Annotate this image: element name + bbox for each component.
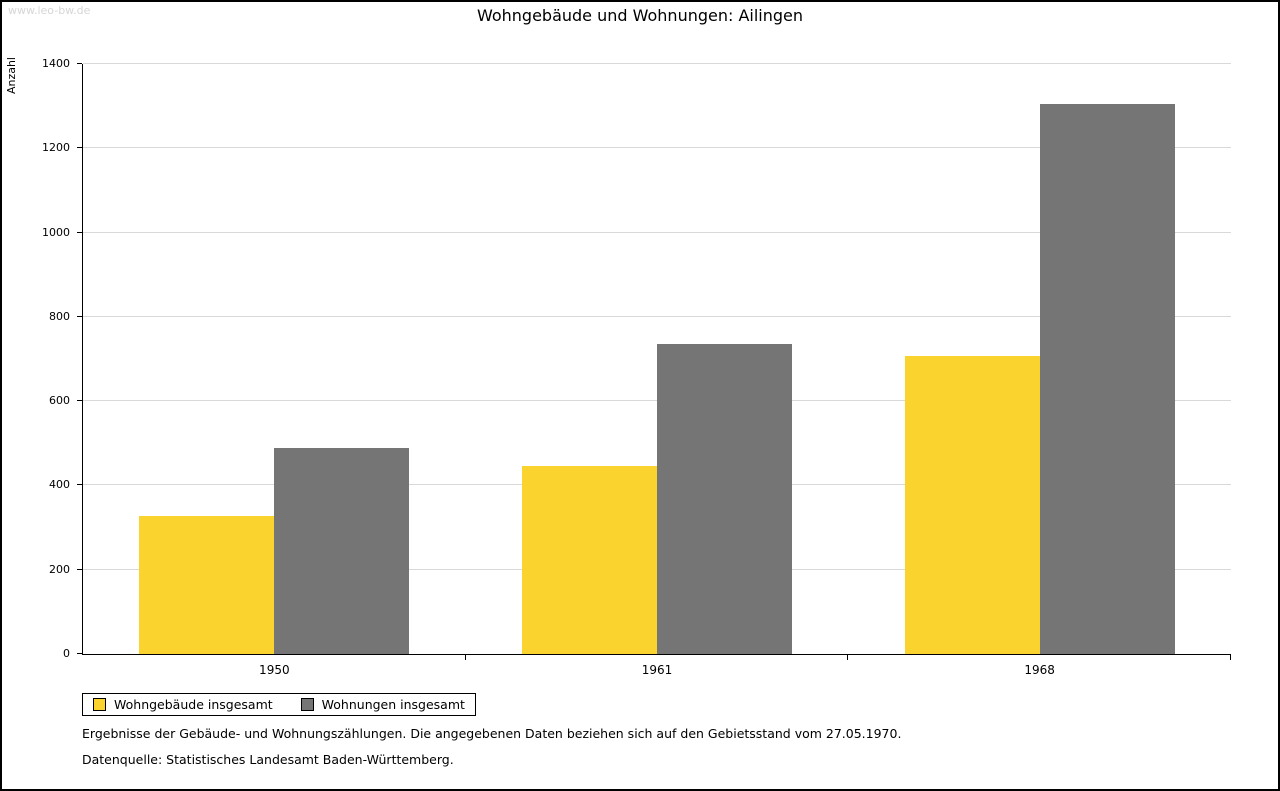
y-tick-label: 1400: [42, 57, 70, 70]
x-tick-label: 1961: [641, 663, 673, 677]
y-axis: 0 200 400 600 800 1000 1200 1400: [2, 58, 82, 660]
x-tick-mark: [847, 654, 849, 660]
bar-1968: [1039, 104, 1175, 654]
y-tick-label: 800: [49, 309, 70, 323]
y-tick-label: 0: [63, 647, 70, 660]
legend-item: Wohngebäude insgesamt: [93, 697, 273, 712]
y-tick-mark: [77, 315, 82, 317]
footnotes: Ergebnisse der Gebäude- und Wohnungszähl…: [82, 726, 901, 778]
y-tick-mark: [77, 231, 82, 233]
x-tick-mark: [1230, 654, 1231, 660]
bar-group-1950: [83, 64, 466, 654]
y-tick-mark: [77, 400, 82, 402]
y-tick-mark: [77, 147, 82, 149]
legend-label: Wohngebäude insgesamt: [114, 697, 273, 712]
bar-group-1961: [466, 64, 849, 654]
x-tick-mark: [464, 654, 466, 660]
legend-label: Wohnungen insgesamt: [321, 697, 465, 712]
bar-1950: [274, 447, 410, 654]
bar-1950: [139, 516, 275, 654]
bar-group-1968: [848, 64, 1231, 654]
chart-title: Wohngebäude und Wohnungen: Ailingen: [476, 6, 804, 25]
y-tick-mark: [77, 63, 82, 64]
gridline: [83, 63, 1231, 64]
legend-item: Wohnungen insgesamt: [300, 697, 465, 712]
y-tick-label: 600: [49, 394, 70, 408]
y-tick-mark: [77, 653, 82, 654]
bar-1961: [656, 344, 792, 654]
y-tick-label: 400: [49, 478, 70, 492]
gridline: [83, 231, 1231, 233]
bar-1968: [904, 356, 1040, 654]
watermark-text: www.leo-bw.de: [8, 4, 91, 17]
y-tick-mark: [77, 568, 82, 570]
plot-area: 1950 1961 1968: [82, 63, 1231, 677]
y-tick-label: 1000: [42, 225, 70, 239]
legend: Wohngebäude insgesamt Wohnungen insgesamt: [82, 693, 476, 716]
y-tick-label: 200: [49, 562, 70, 576]
bar-1961: [521, 466, 657, 654]
footnote-line-2: Datenquelle: Statistisches Landesamt Bad…: [82, 752, 454, 767]
x-tick-label: 1968: [1024, 663, 1055, 677]
x-tick-label: 1950: [259, 663, 290, 677]
legend-swatch: [300, 698, 314, 711]
gridline: [83, 315, 1231, 317]
legend-swatch: [93, 698, 106, 711]
y-tick-label: 1200: [42, 141, 70, 155]
footnote-line-1: Ergebnisse der Gebäude- und Wohnungszähl…: [82, 726, 902, 741]
y-tick-mark: [77, 484, 82, 486]
gridline: [83, 147, 1231, 149]
